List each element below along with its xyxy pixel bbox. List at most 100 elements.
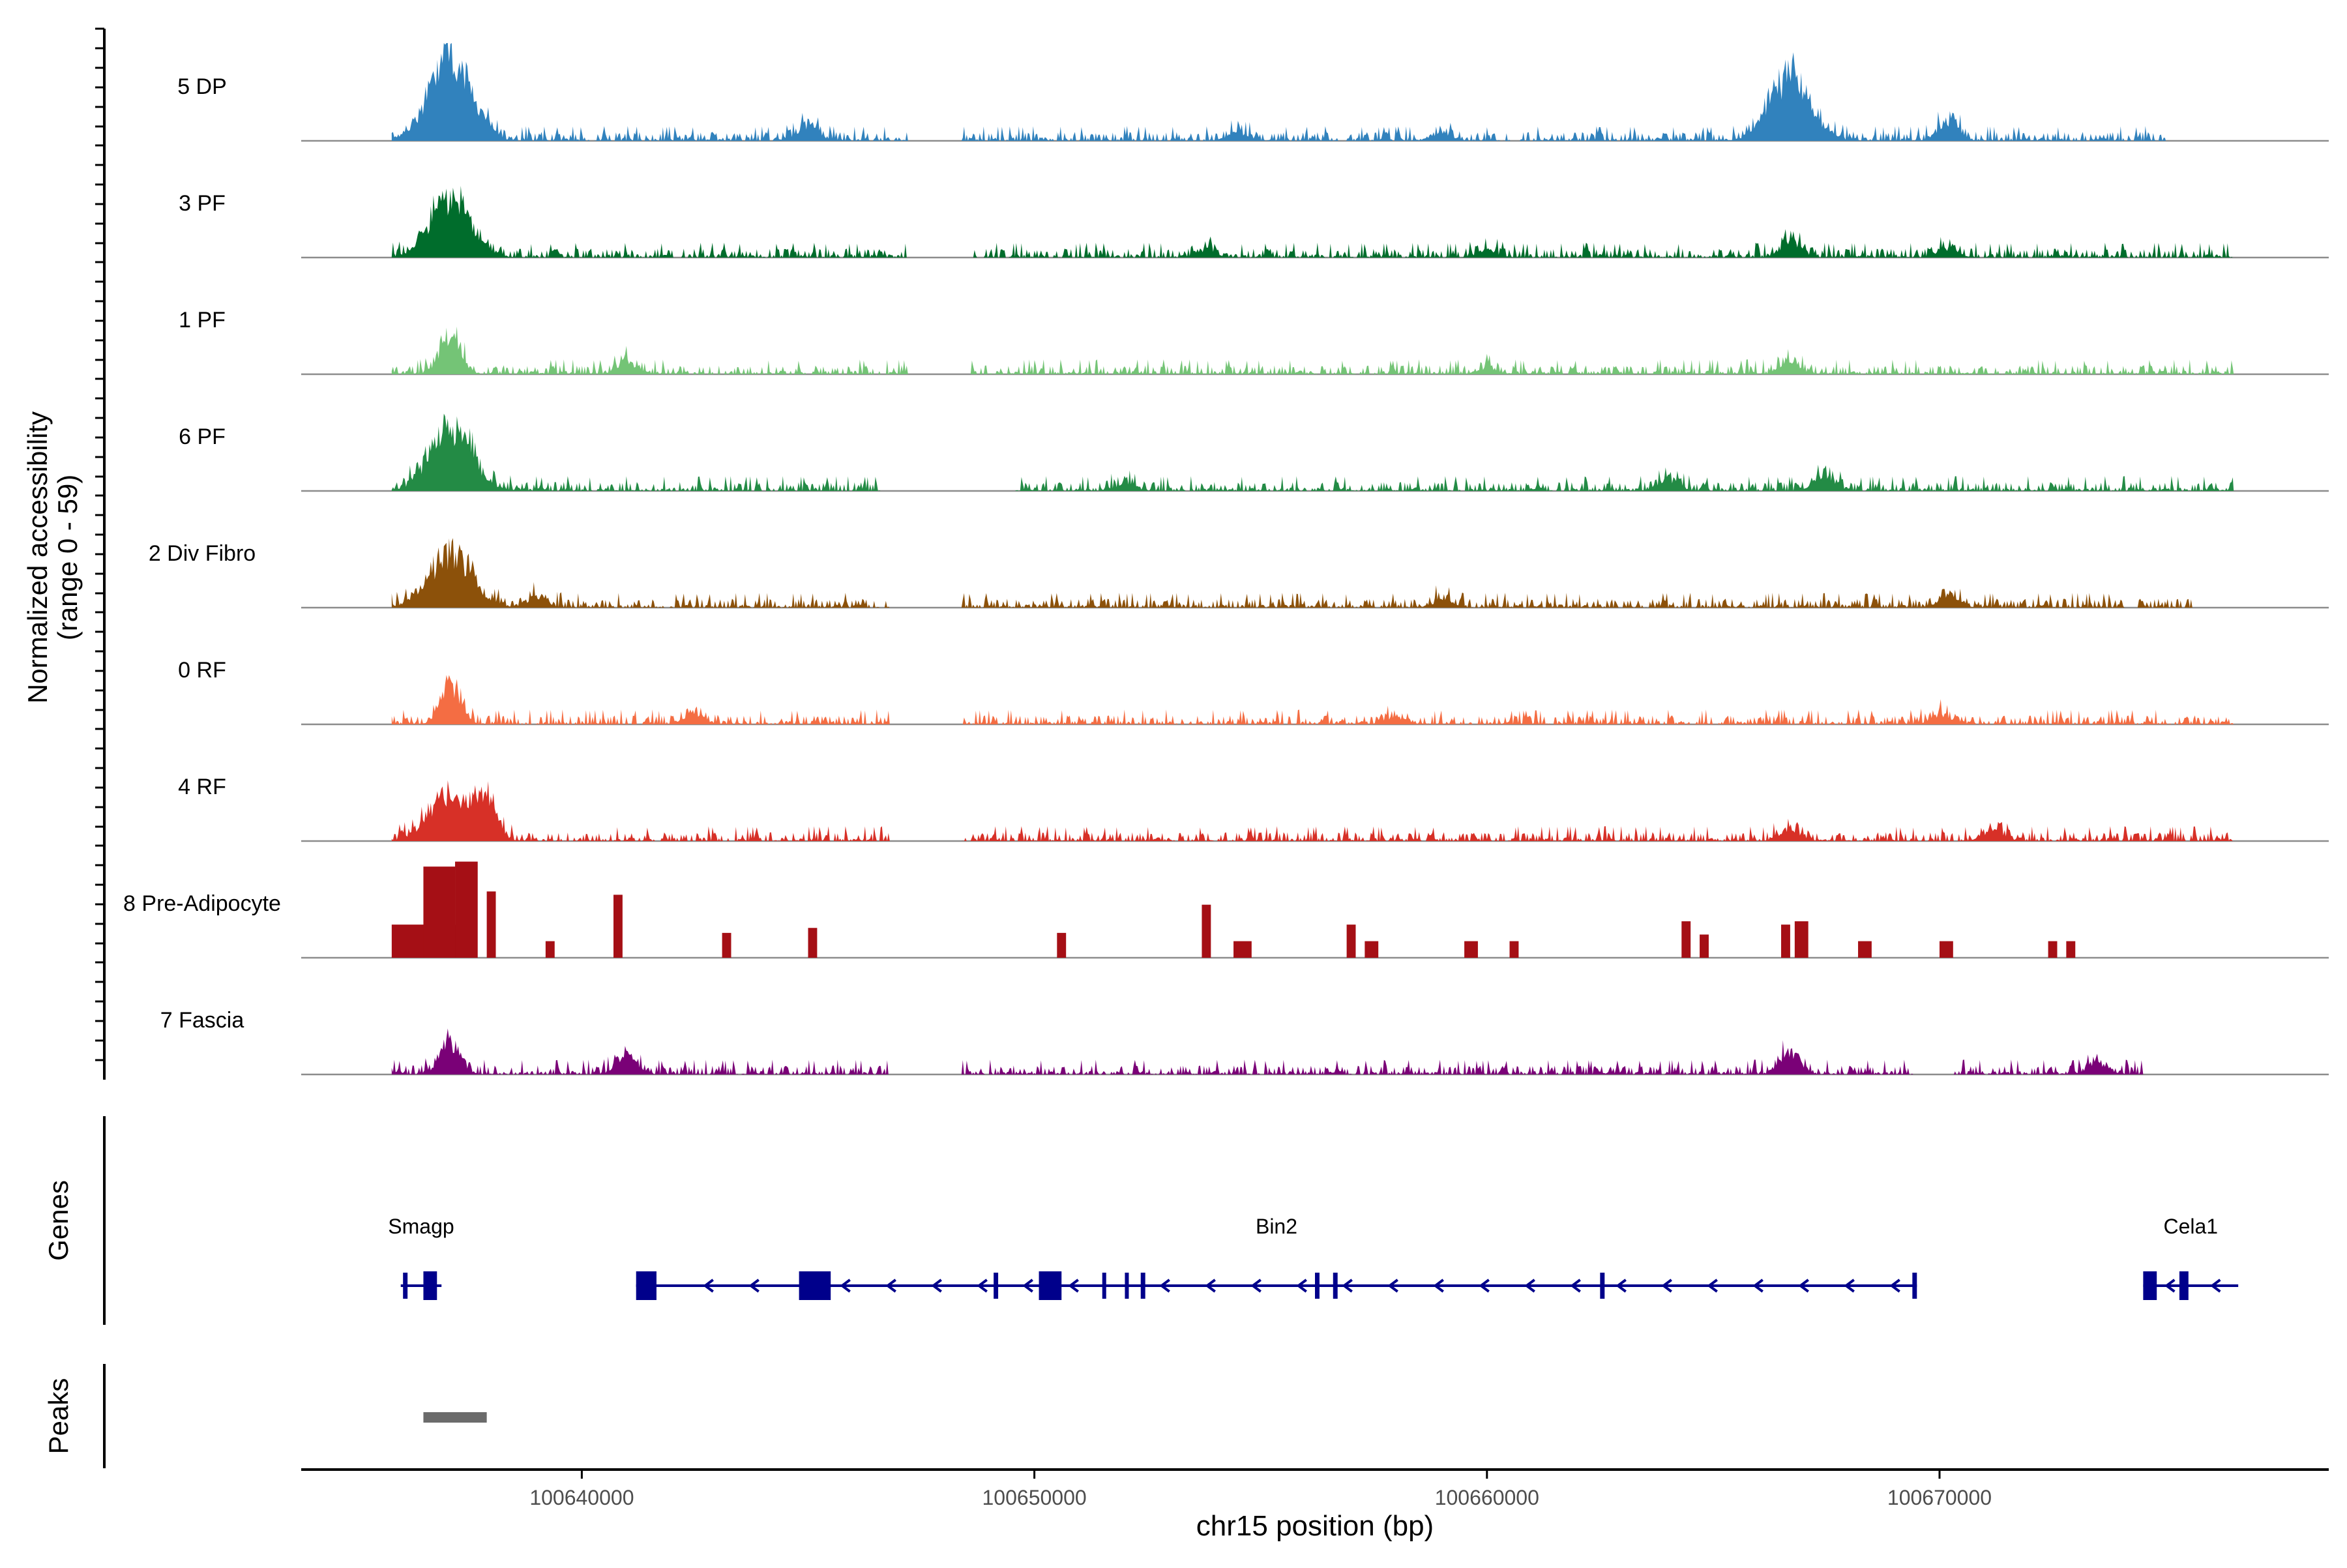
strand-chevron <box>703 1279 714 1293</box>
coverage-area <box>391 43 2166 141</box>
coverage-bar <box>1509 941 1519 958</box>
strand-chevron <box>1068 1279 1079 1293</box>
gene-exon <box>1140 1273 1145 1299</box>
coverage-bar <box>2066 941 2076 958</box>
peaks-track-label: Peaks <box>43 1378 74 1455</box>
strand-chevron <box>1296 1279 1307 1293</box>
track-label: 4 RF <box>178 775 226 799</box>
strand-chevron <box>748 1279 760 1293</box>
coverage-bar <box>1233 941 1252 958</box>
strand-chevron <box>2164 1279 2176 1293</box>
coverage-bar <box>1939 941 1953 958</box>
coverage-bar <box>1700 934 1709 958</box>
gene-exon <box>1333 1273 1338 1299</box>
coverage-area <box>391 538 2193 608</box>
gene-name: Bin2 <box>1256 1215 1297 1238</box>
gene-exon <box>1912 1273 1917 1299</box>
coverage-bar <box>1057 932 1067 958</box>
y-axis-label-range: (range 0 - 59) <box>52 475 83 640</box>
coverage-area <box>391 675 2234 724</box>
coverage-y-ticks <box>95 27 104 1061</box>
track-5-dp: 5 DP <box>177 43 2329 142</box>
track-label: 0 RF <box>178 658 226 683</box>
gene-exon <box>1125 1273 1129 1299</box>
gene-exon <box>636 1271 657 1300</box>
x-axis-ticks: 100640000 100650000 100660000 100670000 <box>529 1470 1992 1509</box>
strand-chevron <box>1752 1279 1764 1293</box>
gene-exon <box>799 1271 831 1300</box>
track-label: 1 PF <box>179 308 226 333</box>
coverage-area <box>391 780 2234 841</box>
track-7-fascia: 7 Fascia <box>160 1008 2329 1076</box>
strand-chevron <box>1707 1279 1718 1293</box>
coverage-area <box>391 1028 2144 1074</box>
gene-exon <box>2143 1271 2157 1300</box>
gene-bin2: Bin2 <box>636 1215 1917 1300</box>
track-label: 7 Fascia <box>160 1008 244 1033</box>
gene-annotations: Smagp Bin2 Cela1 <box>388 1215 2239 1300</box>
strand-chevron <box>885 1279 896 1293</box>
strand-chevron <box>1479 1279 1490 1293</box>
track-2-div-fibro: 2 Div Fibro <box>149 538 2329 609</box>
track-label: 6 PF <box>179 424 226 449</box>
coverage-bar <box>1464 941 1478 958</box>
gene-exon <box>423 1271 437 1300</box>
track-label: 3 PF <box>179 191 226 216</box>
genes-track-label: Genes <box>43 1180 74 1261</box>
strand-chevron <box>2210 1279 2221 1293</box>
track-8-pre-adipocyte: 8 Pre-Adipocyte <box>123 861 2329 959</box>
coverage-area <box>391 413 2234 491</box>
coverage-bar <box>423 866 456 958</box>
peak-regions <box>423 1412 487 1423</box>
track-0-rf: 0 RF <box>178 658 2329 726</box>
strand-chevron <box>977 1279 988 1293</box>
strand-chevron <box>931 1279 942 1293</box>
strand-chevron <box>1616 1279 1627 1293</box>
coverage-area <box>391 326 2234 374</box>
x-tick-label: 100660000 <box>1435 1486 1539 1509</box>
strand-chevron <box>1387 1279 1398 1293</box>
strand-chevron <box>1524 1279 1535 1293</box>
track-1-pf: 1 PF <box>179 308 2329 376</box>
gene-exon <box>403 1273 408 1299</box>
coverage-bar <box>455 861 478 958</box>
gene-exon <box>1315 1273 1320 1299</box>
x-tick-label: 100670000 <box>1887 1486 1992 1509</box>
gene-exon <box>1600 1273 1605 1299</box>
strand-chevron <box>1570 1279 1581 1293</box>
strand-chevron <box>1250 1279 1262 1293</box>
strand-chevron <box>1889 1279 1900 1293</box>
track-4-rf: 4 RF <box>178 775 2329 842</box>
coverage-bar <box>1365 941 1379 958</box>
x-axis-label: chr15 position (bp) <box>1196 1510 1434 1542</box>
strand-chevron <box>1844 1279 1855 1293</box>
coverage-bar <box>1858 941 1872 958</box>
y-axis-label: Normalized accessibility <box>22 411 53 703</box>
coverage-bar <box>1346 925 1356 958</box>
strand-chevron <box>1433 1279 1444 1293</box>
coverage-bar <box>722 932 731 958</box>
x-tick-label: 100640000 <box>529 1486 634 1509</box>
strand-chevron <box>1661 1279 1672 1293</box>
coverage-bar <box>545 941 555 958</box>
gene-exon <box>994 1273 999 1299</box>
gene-exon <box>1102 1273 1106 1299</box>
gene-name: Smagp <box>388 1215 454 1238</box>
track-label: 5 DP <box>177 74 227 99</box>
coverage-tracks: 5 DP 3 PF 1 PF 6 PF 2 Div Fibro 0 RF 4 RF 8 Pre… <box>123 43 2329 1076</box>
coverage-bar <box>808 928 818 958</box>
coverage-bar <box>613 895 623 958</box>
strand-chevron <box>1798 1279 1809 1293</box>
gene-exon <box>2179 1271 2189 1300</box>
coverage-bar <box>1794 921 1808 958</box>
track-3-pf: 3 PF <box>179 186 2329 259</box>
coverage-area <box>391 186 2234 258</box>
track-label: 2 Div Fibro <box>149 541 256 566</box>
track-6-pf: 6 PF <box>179 413 2329 492</box>
coverage-bar <box>1781 925 1790 958</box>
gene-name: Cela1 <box>2163 1215 2218 1238</box>
strand-chevron <box>840 1279 851 1293</box>
gene-cela1: Cela1 <box>2143 1215 2239 1300</box>
